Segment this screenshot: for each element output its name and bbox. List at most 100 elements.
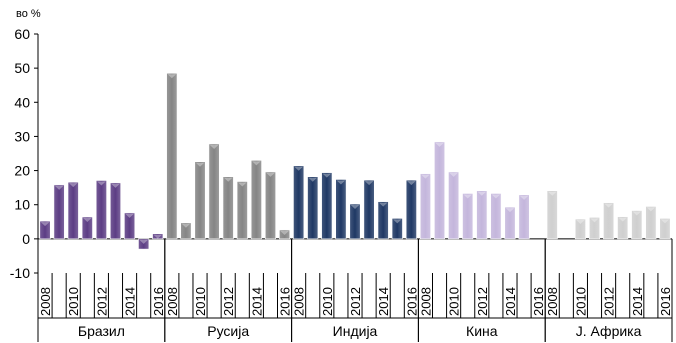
bar-Бразил-2010 bbox=[67, 181, 79, 240]
bar-bevel bbox=[548, 191, 557, 196]
bar-bevel bbox=[294, 166, 303, 171]
bar-bevel bbox=[576, 220, 585, 225]
bar-Ј. Африка-2013 bbox=[617, 216, 629, 240]
bar-bevel bbox=[40, 222, 50, 227]
x-year-label: 2016 bbox=[658, 287, 673, 316]
bar-Кина-2011 bbox=[462, 193, 474, 240]
bar-Бразил-2009 bbox=[53, 184, 65, 240]
bar-Ј. Африка-2016 bbox=[659, 218, 671, 240]
y-tick-label: 60 bbox=[14, 26, 30, 42]
bar-bevel bbox=[660, 219, 670, 224]
bar-Бразил-2015 bbox=[138, 238, 150, 250]
bar-Ј. Африка-2011 bbox=[588, 217, 601, 240]
bar-Бразил-2016 bbox=[152, 233, 164, 240]
x-year-label: 2010 bbox=[447, 287, 462, 316]
bar-bevel bbox=[125, 213, 134, 218]
bar-bevel bbox=[477, 191, 487, 196]
bar-Индија-2013 bbox=[363, 179, 375, 240]
bar-bevel bbox=[421, 174, 430, 179]
x-group-label: Русија bbox=[207, 323, 249, 339]
y-tick-label: 0 bbox=[22, 231, 30, 247]
bar-bevel bbox=[139, 239, 148, 244]
bar-bevel bbox=[463, 194, 472, 199]
bar-Кина-2015 bbox=[518, 194, 530, 240]
bar-bevel bbox=[54, 185, 64, 190]
bar-Индија-2012 bbox=[349, 203, 361, 240]
x-year-label: 2014 bbox=[123, 287, 138, 316]
y-tick-label: 20 bbox=[14, 163, 30, 179]
x-year-label: 2008 bbox=[418, 287, 433, 316]
bar-bevel bbox=[449, 172, 458, 177]
bar-bevel bbox=[618, 217, 627, 222]
bar-Русија-2014 bbox=[250, 160, 262, 240]
bar-Ј. Африка-2014 bbox=[631, 210, 643, 240]
x-year-label: 2010 bbox=[66, 287, 81, 316]
bar-bevel bbox=[111, 183, 120, 188]
bar-Индија-2011 bbox=[335, 179, 347, 240]
bar-Русија-2009 bbox=[180, 222, 192, 240]
y-tick-label: 30 bbox=[14, 128, 30, 144]
bar-bevel bbox=[393, 219, 402, 224]
x-year-label: 2008 bbox=[545, 287, 560, 316]
x-group-label: Ј. Африка bbox=[576, 323, 642, 339]
bar-bevel bbox=[223, 177, 233, 182]
bar-Ј. Африка-2008 bbox=[546, 190, 558, 240]
bar-bevel bbox=[505, 208, 515, 213]
x-year-label: 2016 bbox=[404, 287, 419, 316]
y-tick-label: 40 bbox=[14, 94, 30, 110]
bar-bevel bbox=[604, 203, 613, 208]
bar-bevel bbox=[280, 230, 289, 235]
y-tick-label: -10 bbox=[10, 265, 30, 281]
bar-Русија-2008 bbox=[166, 72, 178, 240]
bar-bevel bbox=[646, 207, 656, 212]
bar-Индија-2009 bbox=[307, 176, 319, 240]
x-year-label: 2012 bbox=[348, 287, 363, 316]
bar-Русија-2015 bbox=[264, 171, 276, 240]
bar-bevel bbox=[181, 223, 191, 228]
bar-Ј. Африка-2015 bbox=[645, 206, 657, 240]
bar-Индија-2010 bbox=[321, 172, 333, 240]
y-unit-label: во % bbox=[16, 8, 41, 20]
x-year-label: 2012 bbox=[475, 287, 490, 316]
bar-Бразил-2014 bbox=[124, 212, 136, 240]
bar-Ј. Африка-2010 bbox=[574, 218, 586, 240]
x-year-label: 2014 bbox=[249, 287, 264, 316]
bar-bevel bbox=[350, 205, 360, 210]
bar-bevel bbox=[519, 195, 529, 200]
bar-bevel bbox=[238, 182, 247, 187]
bar-bevel bbox=[590, 218, 599, 223]
x-group-label: Бразил bbox=[78, 323, 125, 339]
bar-Индија-2008 bbox=[293, 165, 305, 240]
bar-Индија-2014 bbox=[377, 201, 389, 240]
bar-bevel bbox=[407, 181, 416, 186]
bar-bevel bbox=[435, 142, 444, 147]
x-year-label: 2016 bbox=[151, 287, 166, 316]
x-year-label: 2012 bbox=[602, 287, 617, 316]
x-year-label: 2008 bbox=[165, 287, 180, 316]
bar-bevel bbox=[97, 181, 106, 186]
bar-bevel bbox=[336, 180, 346, 185]
bar-bevel bbox=[153, 234, 162, 239]
bar-bevel bbox=[167, 74, 177, 79]
bar-Кина-2013 bbox=[490, 193, 502, 240]
bar-Кина-2012 bbox=[476, 190, 488, 240]
x-year-label: 2008 bbox=[38, 287, 53, 316]
x-year-label: 2010 bbox=[193, 287, 208, 316]
bar-Русија-2016 bbox=[279, 229, 291, 240]
x-year-label: 2016 bbox=[278, 287, 293, 316]
x-year-label: 2010 bbox=[573, 287, 588, 316]
x-year-label: 2012 bbox=[221, 287, 236, 316]
bar-Индија-2016 bbox=[405, 179, 417, 240]
x-year-label: 2010 bbox=[320, 287, 335, 316]
bar-bevel bbox=[632, 211, 641, 216]
x-group-label: Индија bbox=[333, 323, 378, 339]
bar-Кина-2008 bbox=[419, 173, 431, 240]
bar-Бразил-2013 bbox=[109, 182, 122, 240]
bar-bevel bbox=[252, 161, 261, 166]
y-tick-label: 10 bbox=[14, 197, 30, 213]
bar-Бразил-2012 bbox=[95, 180, 107, 240]
x-year-label: 2012 bbox=[94, 287, 109, 316]
bar-Индија-2015 bbox=[391, 218, 403, 240]
bar-bevel bbox=[209, 144, 219, 149]
